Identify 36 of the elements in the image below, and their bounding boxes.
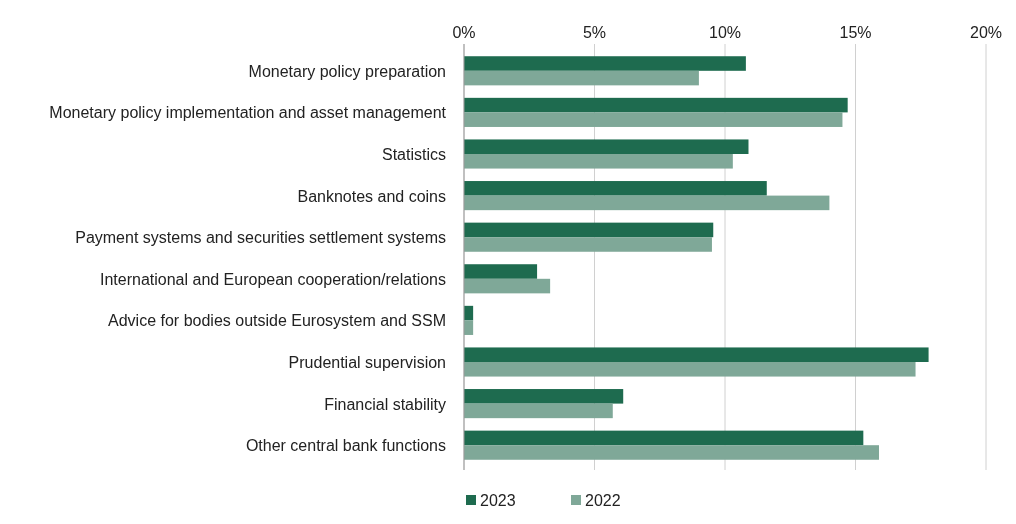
x-tick-label: 15% — [839, 24, 872, 41]
bar — [464, 112, 843, 127]
y-tick-label: Other central bank functions — [245, 437, 446, 455]
y-tick-label: Banknotes and coins — [297, 187, 446, 205]
bar — [464, 278, 551, 294]
bar — [464, 70, 699, 86]
bar — [464, 195, 830, 211]
x-tick-label: 10% — [708, 24, 742, 41]
y-tick-label: Statistics — [381, 146, 446, 163]
x-tick-label: 20% — [969, 24, 1003, 41]
legend-label: 2023 — [480, 492, 516, 509]
bar — [464, 445, 879, 460]
y-tick-label: Payment systems and securities settlement systems — [75, 229, 446, 247]
y-tick-label: International and European cooperation/relations — [99, 270, 446, 288]
bar — [464, 389, 624, 404]
bar — [464, 222, 714, 238]
bar — [464, 56, 746, 71]
y-tick-label: Prudential supervision — [288, 354, 446, 371]
legend-label: 2022 — [585, 492, 621, 509]
y-tick-label: Financial stability — [324, 395, 446, 413]
x-tick-label: 0% — [452, 24, 476, 41]
y-tick-label: Monetary policy implementation and asset management — [49, 104, 447, 122]
bar — [464, 97, 848, 113]
y-tick-label: Advice for bodies outside Eurosystem and SSM — [108, 312, 446, 330]
bar — [464, 403, 613, 419]
y-tick-label: Monetary policy preparation — [248, 62, 446, 80]
bar — [464, 154, 733, 169]
bar — [464, 181, 767, 196]
bar — [464, 320, 474, 335]
bar — [464, 139, 749, 154]
bar — [464, 264, 538, 279]
x-tick-label: 5% — [582, 24, 607, 41]
bar — [464, 237, 712, 252]
bar — [464, 430, 864, 446]
bar — [464, 347, 929, 362]
bar — [464, 362, 916, 377]
